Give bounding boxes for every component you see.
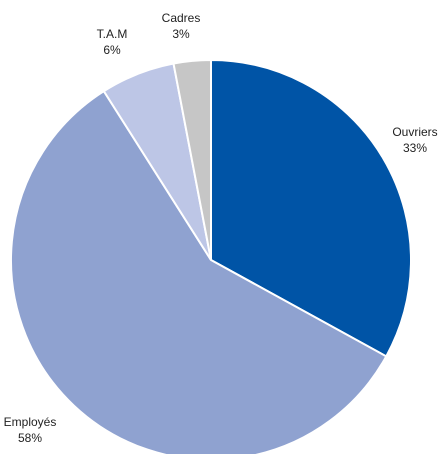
- slice-label: Ouvriers: [392, 125, 437, 139]
- slice-value-label: 3%: [172, 27, 190, 41]
- slice-label: Employés: [4, 415, 57, 429]
- pie-slices: [10, 58, 412, 454]
- slice-value-label: 6%: [103, 43, 121, 57]
- slice-label: Cadres: [162, 11, 201, 25]
- pie-slice-cadres: [172, 58, 212, 261]
- pie-labels: Ouvriers 33% Employés 58% T.A.M 6% Cadres 3%: [4, 11, 438, 445]
- slice-label: T.A.M: [97, 27, 128, 41]
- pie-slice-ouvriers: [210, 58, 412, 358]
- slice-value-label: 33%: [403, 141, 427, 155]
- pie-slice-employ-s: [10, 89, 388, 454]
- slice-value-label: 58%: [18, 431, 42, 445]
